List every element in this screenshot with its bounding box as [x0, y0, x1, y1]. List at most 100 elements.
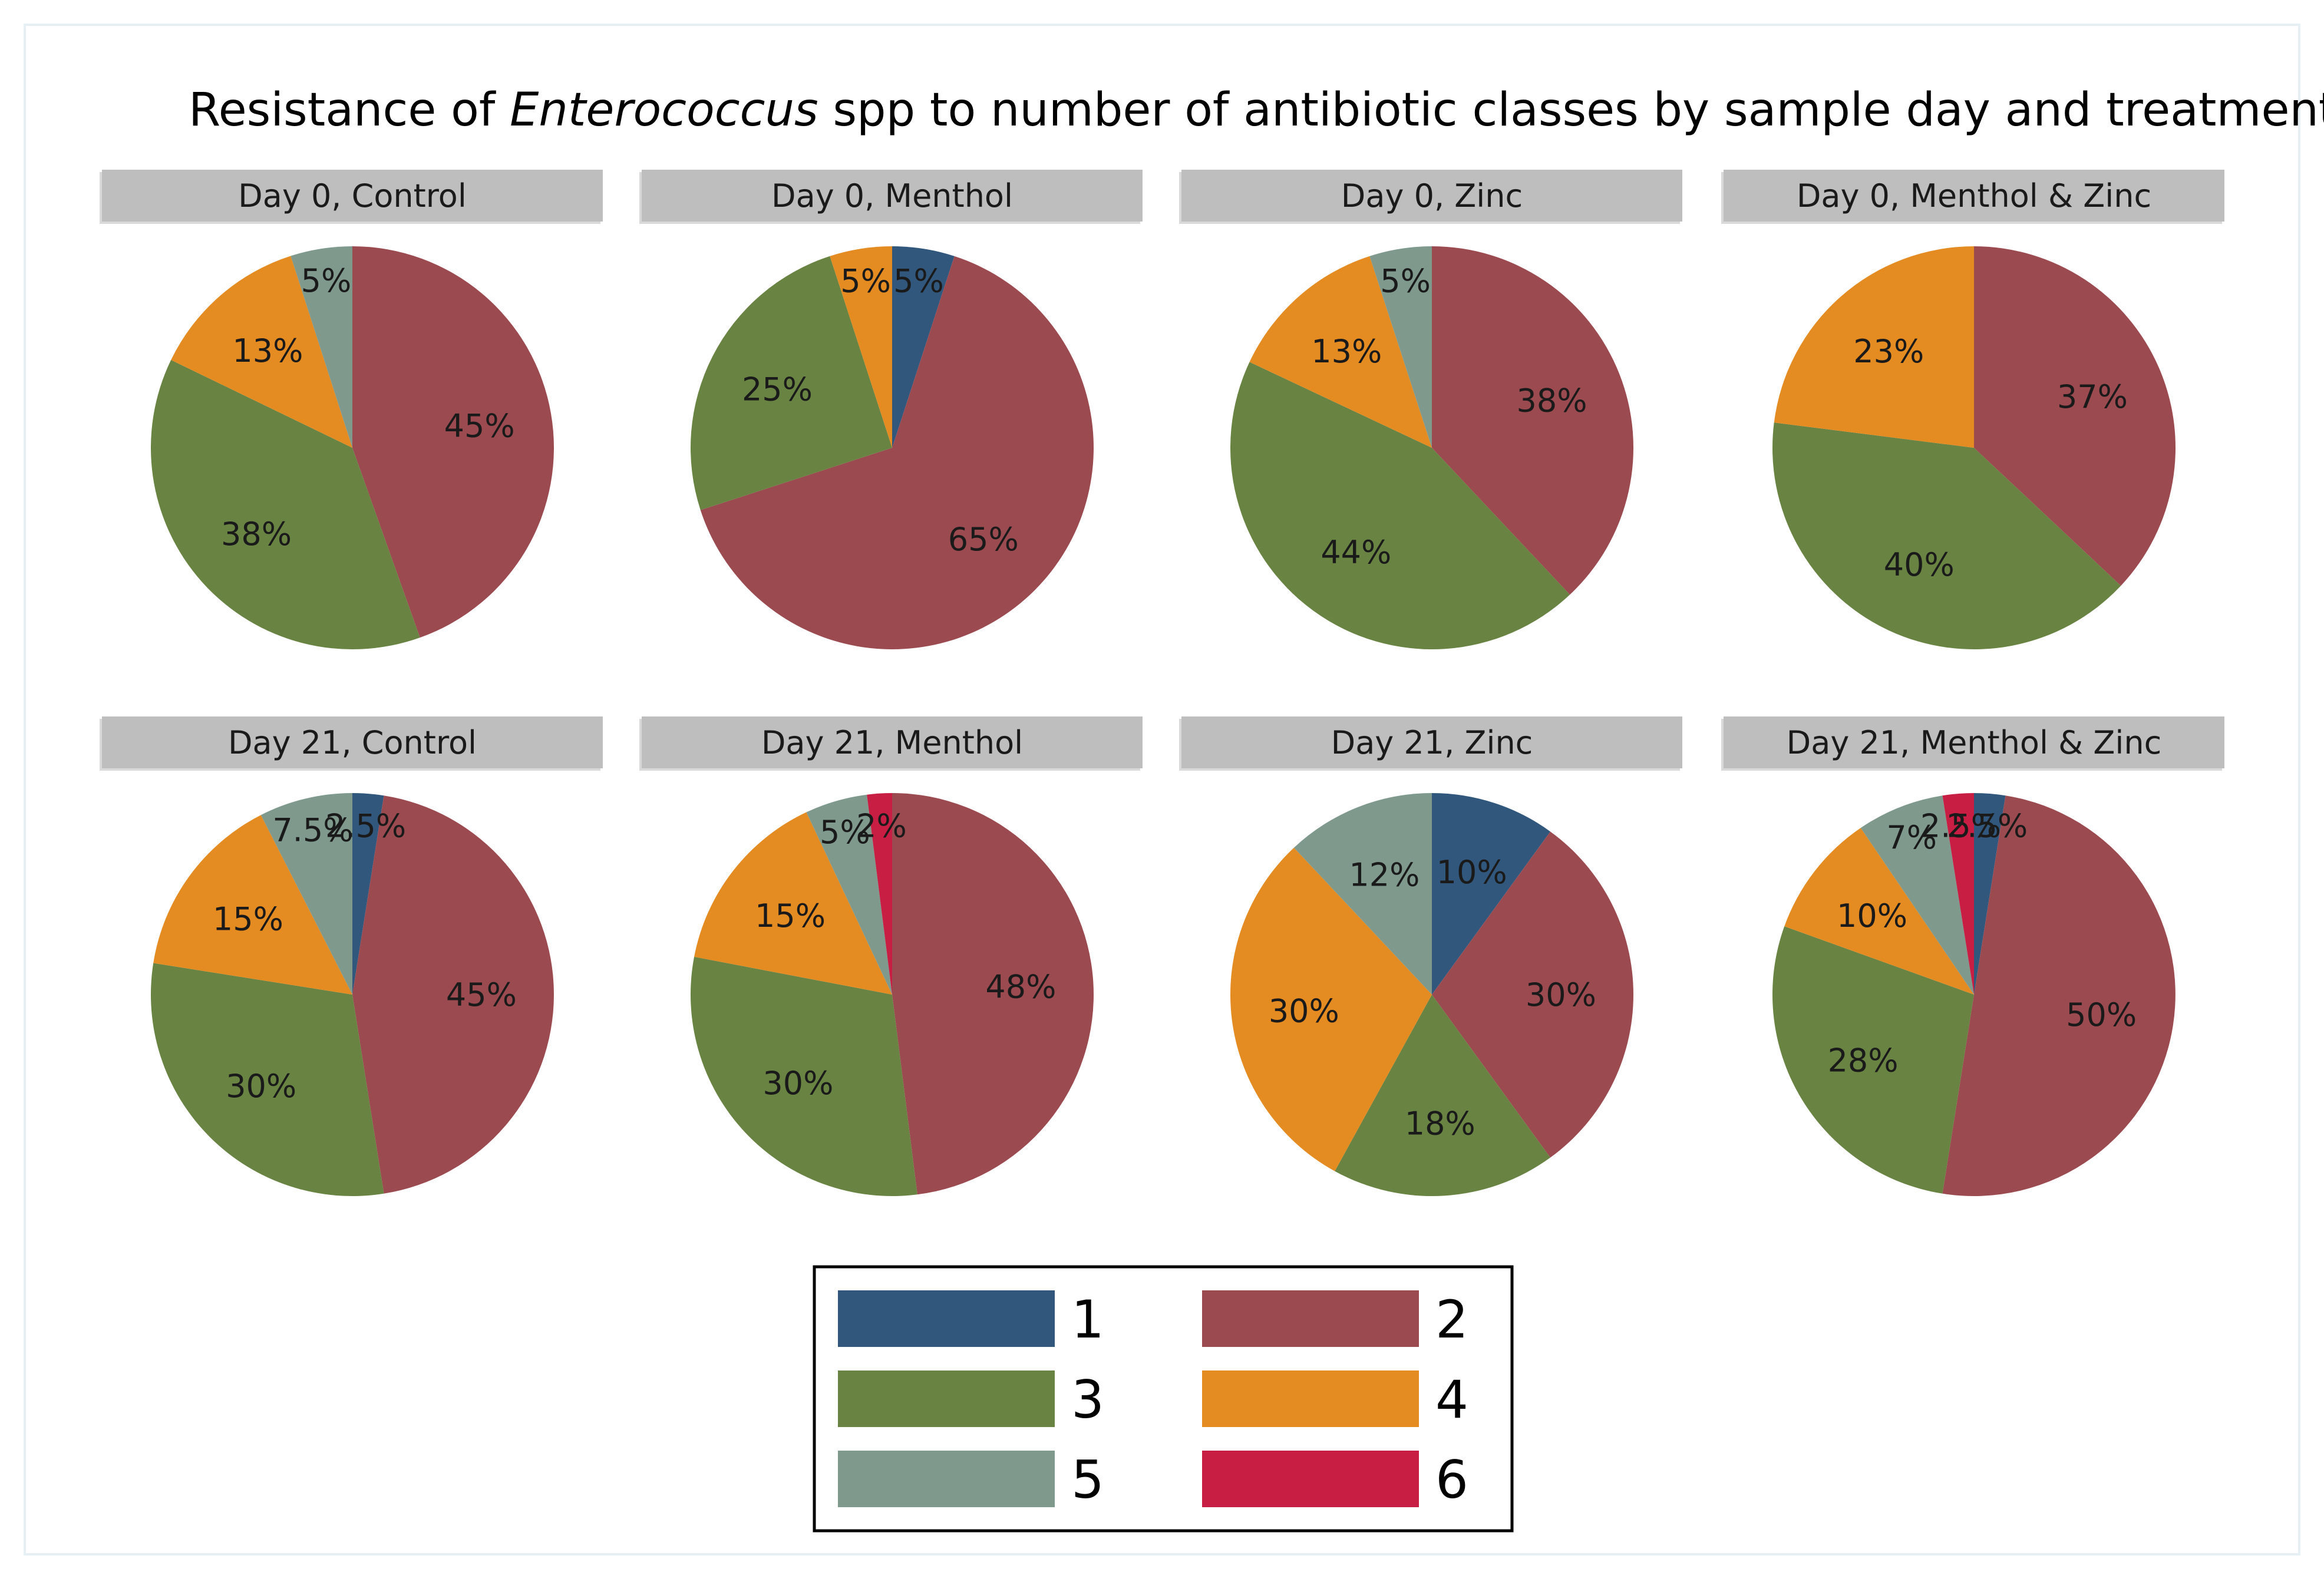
pie-slice-3 [691, 956, 917, 1196]
slice-label: 30% [762, 1065, 833, 1102]
slice-label: 5% [893, 262, 944, 299]
slice-label: 45% [444, 408, 515, 445]
slice-label: 10% [1837, 897, 1907, 934]
pie-slice-4 [830, 246, 892, 448]
slice-label: 65% [948, 521, 1019, 558]
pie-slice-4 [153, 815, 352, 995]
slice-label: 12% [1349, 856, 1420, 893]
title-suffix: spp to number of antibiotic classes by s… [818, 84, 2324, 137]
legend-label: 2 [1435, 1289, 1468, 1350]
pie-slice-2 [1974, 246, 2176, 586]
legend-swatch-4 [1202, 1370, 1419, 1427]
panel-strip [1724, 716, 2224, 768]
slice-label: 30% [1526, 976, 1596, 1013]
slice-label: 13% [1311, 333, 1382, 370]
pie-slice-2 [352, 795, 554, 1194]
slice-label: 38% [221, 516, 292, 553]
legend-swatch-3 [838, 1370, 1055, 1427]
slice-label: 45% [446, 976, 517, 1013]
slice-label: 25% [742, 371, 813, 408]
slice-label: 5% [840, 262, 891, 299]
pie-panel: Day 21, Control 2.5% 45% 30% 15% 7.5% [100, 716, 603, 1196]
pie-panel: Day 0, Zinc 38% 44% 13% 5% [1179, 170, 1682, 649]
slice-label: 30% [1269, 992, 1339, 1029]
pie-panel: Day 21, Menthol & Zinc2.5%50%28%10%7%2.5… [1721, 716, 2224, 1196]
slice-label: 2.5% [1947, 808, 2028, 845]
pie-slice-3 [1230, 362, 1570, 649]
panel-strip [102, 716, 603, 768]
slice-label: 37% [2057, 378, 2128, 415]
legend-label: 4 [1435, 1369, 1468, 1430]
slice-label: 2% [856, 807, 907, 844]
pie-slice-5 [1293, 793, 1432, 995]
panel-strip [102, 170, 603, 222]
slice-label: 7.5% [272, 812, 353, 849]
panel-title: Day 21, Control [228, 724, 477, 761]
pie-slice-1 [352, 793, 384, 995]
chart-title: Resistance of Enterococcus spp to number… [189, 87, 2324, 133]
pie-slice-5 [1860, 795, 1974, 995]
slice-label: 23% [1853, 333, 1924, 370]
slice-label: 15% [755, 897, 826, 934]
pie-slice-5 [290, 246, 352, 448]
panel-strip [1724, 170, 2224, 222]
slice-label: 13% [232, 332, 303, 369]
title-italic-genus: Enterococcus [510, 84, 818, 137]
pie-slice-5 [1369, 246, 1432, 448]
panel-title: Day 0, Menthol & Zinc [1797, 177, 2151, 214]
pie-slice-4 [1230, 847, 1432, 1171]
slice-label: 2.5% [1920, 808, 2001, 845]
pie-slice-1 [1974, 793, 2006, 995]
panel-strip [642, 170, 1143, 222]
pie-slice-2 [1432, 831, 1633, 1158]
panel-strip [1181, 716, 1682, 768]
pie-slice-3 [151, 359, 420, 649]
slice-label: 5% [1380, 262, 1431, 299]
pie-slice-3 [1335, 995, 1551, 1196]
slice-label: 5% [820, 814, 870, 851]
slice-label: 40% [1884, 546, 1955, 583]
legend-swatch-1 [838, 1290, 1055, 1347]
legend-swatch-5 [838, 1451, 1055, 1507]
panel-strip [642, 716, 1143, 768]
pie-slice-4 [171, 256, 352, 448]
title-prefix: Resistance of [189, 84, 510, 137]
slice-label: 7% [1886, 819, 1937, 856]
slice-label: 28% [1828, 1042, 1899, 1079]
pie-slice-4 [694, 812, 892, 995]
pie-slice-3 [691, 256, 892, 510]
pie-slice-3 [1772, 926, 1974, 1194]
legend-label: 5 [1071, 1449, 1104, 1510]
pie-slice-3 [1772, 422, 2121, 650]
pie-slice-6 [867, 793, 892, 995]
pie-slice-2 [892, 793, 1094, 1195]
legend-swatch-2 [1202, 1290, 1419, 1347]
pie-slice-4 [1784, 828, 1974, 995]
pie-slice-5 [260, 793, 352, 995]
slice-label: 5% [301, 262, 352, 299]
slice-label: 18% [1405, 1105, 1475, 1142]
pie-panel: Day 0, Menthol 5% 65% 25% 5% [639, 170, 1143, 650]
slice-label: 48% [985, 968, 1056, 1005]
pie-slice-4 [1249, 256, 1432, 448]
slice-label: 44% [1321, 534, 1391, 571]
pie-panel: Day 0, Menthol & Zinc 37% 40% 23% [1721, 170, 2224, 650]
panel-title: Day 0, Menthol [771, 177, 1013, 214]
slice-label: 50% [2066, 996, 2137, 1033]
pie-slice-2 [700, 256, 1094, 650]
slice-label: 15% [213, 900, 283, 937]
panel-title: Day 21, Zinc [1331, 724, 1533, 761]
pie-panel: Day 21, Zinc 10% 30% 18% 30% 12% [1179, 716, 1682, 1196]
figure-frame [24, 24, 2300, 1556]
pie-slice-3 [151, 963, 384, 1196]
legend-label: 3 [1071, 1369, 1104, 1430]
panel-title: Day 0, Control [238, 177, 467, 214]
pie-slice-1 [1432, 793, 1551, 995]
pie-slice-6 [1942, 793, 1974, 995]
pie-slice-1 [892, 246, 955, 448]
slice-label: 10% [1437, 854, 1507, 891]
slice-label: 30% [226, 1068, 296, 1105]
slice-label: 2.5% [325, 808, 406, 845]
legend-swatch-6 [1202, 1451, 1419, 1507]
